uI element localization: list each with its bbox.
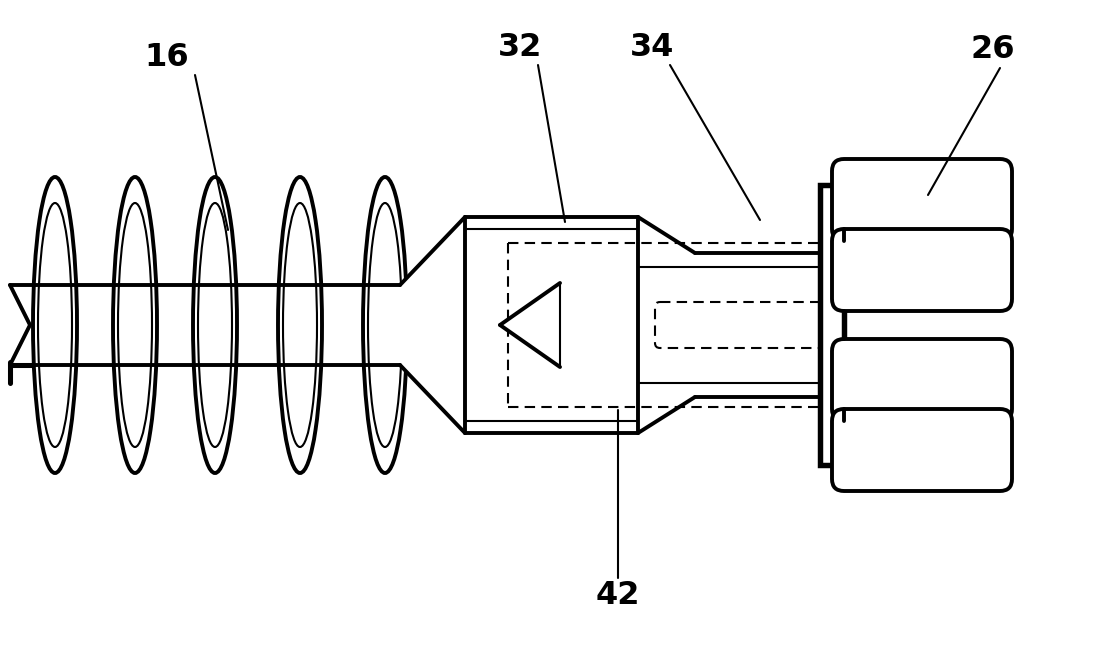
Bar — [820, 185, 844, 465]
Ellipse shape — [363, 177, 407, 473]
Text: 16: 16 — [145, 42, 189, 73]
Text: 26: 26 — [971, 34, 1015, 66]
Polygon shape — [500, 283, 560, 367]
FancyBboxPatch shape — [833, 229, 1012, 311]
FancyBboxPatch shape — [833, 159, 1012, 241]
Polygon shape — [10, 285, 400, 365]
Text: 32: 32 — [498, 31, 542, 62]
Polygon shape — [10, 285, 30, 365]
Ellipse shape — [278, 177, 322, 473]
Polygon shape — [400, 217, 465, 433]
Ellipse shape — [198, 203, 232, 447]
Ellipse shape — [118, 203, 152, 447]
Text: 34: 34 — [630, 31, 674, 62]
Text: 42: 42 — [595, 580, 640, 610]
Ellipse shape — [368, 203, 402, 447]
Ellipse shape — [193, 177, 237, 473]
FancyBboxPatch shape — [654, 302, 823, 348]
Ellipse shape — [33, 177, 77, 473]
FancyBboxPatch shape — [833, 339, 1012, 421]
Ellipse shape — [38, 203, 72, 447]
FancyBboxPatch shape — [833, 409, 1012, 491]
Ellipse shape — [283, 203, 317, 447]
Ellipse shape — [114, 177, 157, 473]
